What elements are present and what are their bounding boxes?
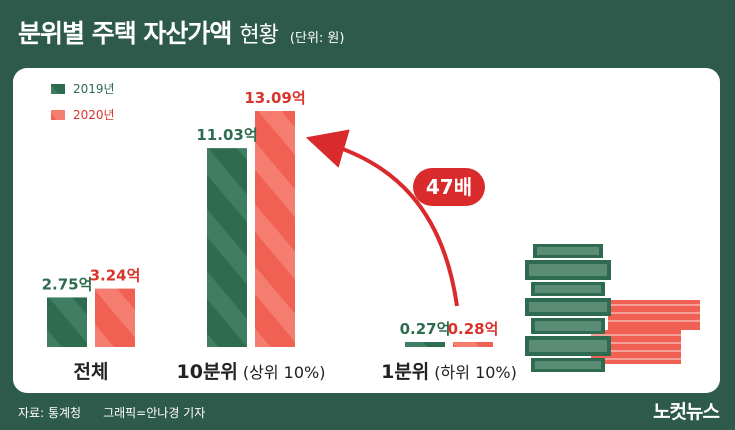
category-label-decile-10: 10분위 (상위 10%) [177,361,326,383]
value-label-2019-decile-10: 11.03억 [196,126,257,144]
category-labels-layer: 전체 10분위 (상위 10%) 1분위 (하위 10%) [74,361,517,383]
source-label: 자료: 통계청 [18,406,82,420]
title-suffix: 현황 [239,23,278,48]
value-label-2019-decile-1: 0.27억 [400,320,451,338]
footer-credits: 자료: 통계청 그래픽=안나경 기자 [18,404,205,421]
ratio-badge [413,168,485,206]
legend: 2019년 2020년 [51,82,115,122]
legend-label-2020: 2020년 [73,108,115,122]
bars-layer [47,111,493,347]
legend-swatch-2020 [51,110,65,120]
page-title: 분위별 주택 자산가액 현황 (단위: 원) [18,14,344,54]
value-label-2020-decile-10: 13.09억 [244,89,305,107]
value-label-2019-total: 2.75억 [42,275,93,293]
legend-label-2019: 2019년 [73,82,115,96]
bar-2020-total [95,288,135,347]
title-main: 분위별 주택 자산가액 [18,19,232,48]
chart-panel: 2019년 2020년 [13,68,720,393]
bar-2020-decile-1 [453,341,493,347]
ratio-badge-label: 47배 [426,175,472,199]
building-illustration [525,244,700,372]
growth-arrow [305,129,459,307]
bar-2019-decile-10 [207,148,247,347]
category-label-decile-1: 1분위 (하위 10%) [381,361,517,383]
value-label-2020-decile-1: 0.28억 [448,320,499,338]
bar-chart: 2019년 2020년 [42,82,700,383]
legend-swatch-2019 [51,84,65,94]
bar-2019-total [47,297,87,347]
ratio-annotation: 47배 [305,129,485,307]
credit-label: 그래픽=안나경 기자 [103,406,206,420]
brand-logo: 노컷뉴스 [653,401,720,423]
value-label-2020-total: 3.24억 [90,267,141,285]
category-label-total: 전체 [74,361,109,383]
bar-2019-decile-1 [405,342,445,347]
bar-2020-decile-10 [255,111,295,347]
unit-label: (단위: 원) [289,31,345,46]
